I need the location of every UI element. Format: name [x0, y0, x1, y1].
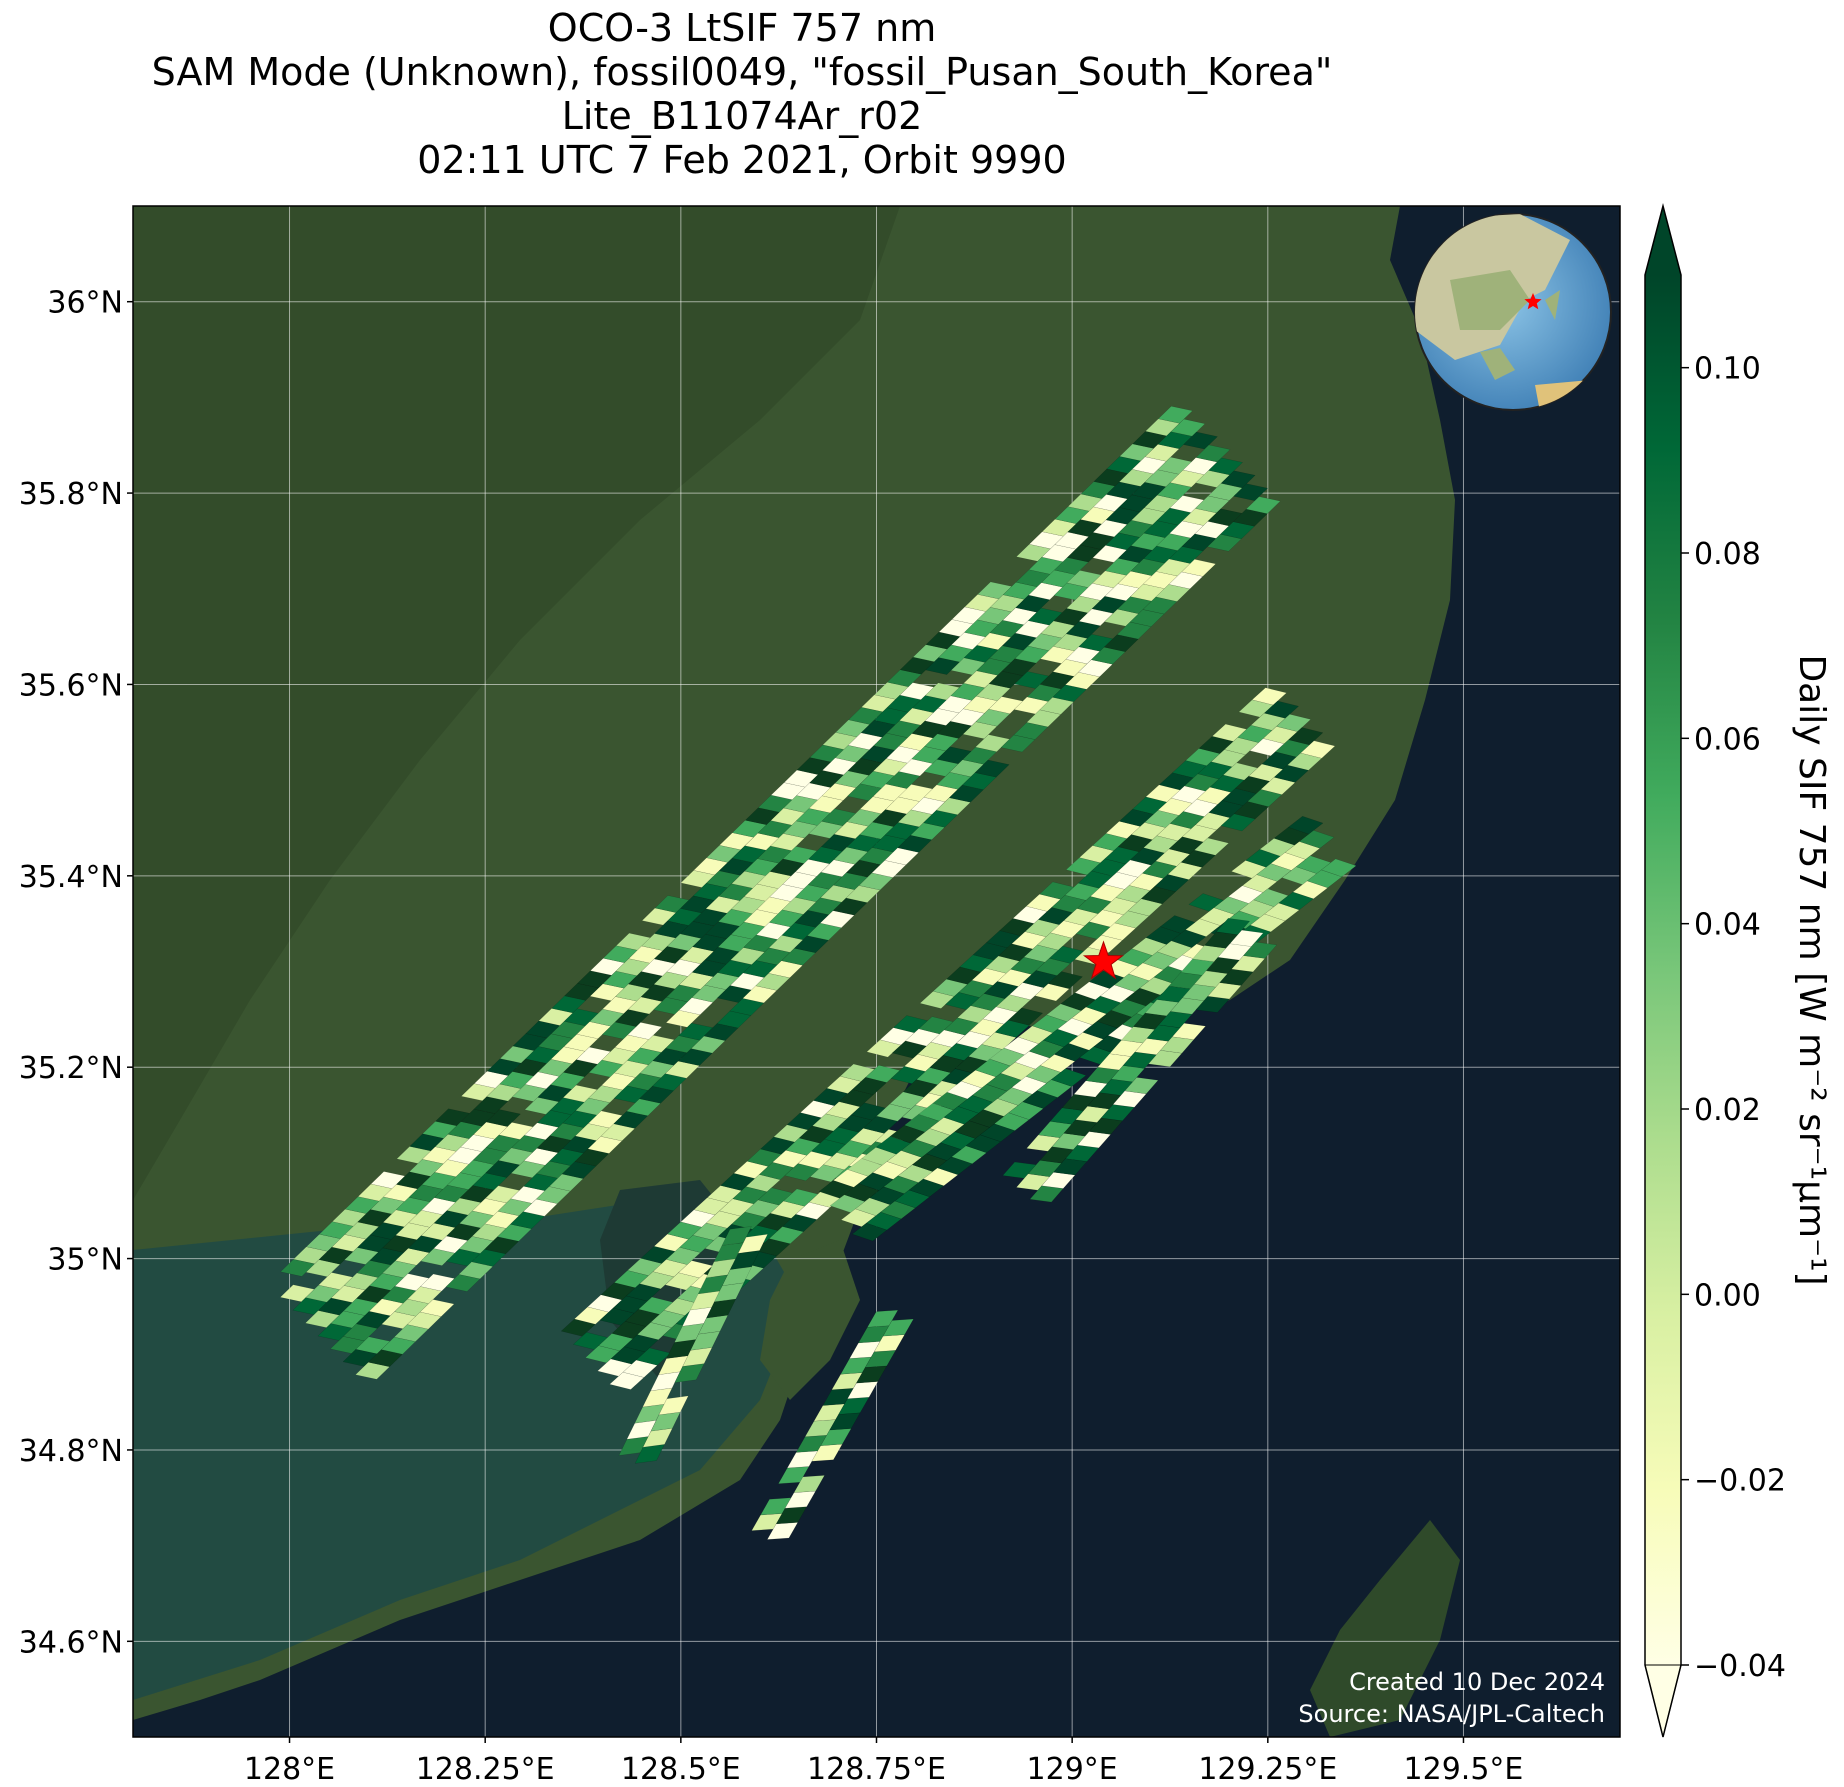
gridlines: [133, 206, 1620, 1737]
credit-created: Created 10 Dec 2024: [1349, 1668, 1605, 1696]
lat-tick-label: 34.6°N: [19, 1625, 123, 1660]
colorbar-tick-label: −0.02: [1694, 1464, 1786, 1499]
globe-inset: [1414, 213, 1612, 411]
globe-islands: [1480, 348, 1515, 380]
lon-tick-label: 128.25°E: [416, 1752, 555, 1787]
colorbar-extend-min: [1644, 1664, 1682, 1738]
lat-tick-label: 35.6°N: [19, 668, 123, 703]
sif-soundings: [279, 405, 1357, 1540]
colorbar-tick-label: 0.06: [1694, 722, 1761, 757]
lon-tick-label: 128.75°E: [807, 1752, 946, 1787]
target-star-icon: [1082, 940, 1124, 980]
lat-tick-label: 34.8°N: [19, 1434, 123, 1469]
lat-tick-label: 35.8°N: [19, 477, 123, 512]
colorbar: −0.04 −0.02 0.00 0.02 0.04 0.06 0.08 0.10: [1644, 203, 1786, 1738]
colorbar-tick-label: 0.04: [1694, 908, 1761, 943]
lat-tick-label: 35.2°N: [19, 1051, 123, 1086]
colorbar-label: Daily SIF 757 nm [W m⁻² sr⁻¹μm⁻¹]: [1791, 654, 1832, 1285]
lon-tick-label: 128°E: [244, 1752, 335, 1787]
title-line-2: SAM Mode (Unknown), fossil0049, "fossil_…: [151, 50, 1333, 94]
land-shade: [133, 206, 900, 1200]
colorbar-tick-label: 0.10: [1694, 352, 1761, 387]
title-line-3: Lite_B11074Ar_r02: [561, 94, 923, 138]
longitude-ticks: 128°E 128.25°E 128.5°E 128.75°E 129°E 129.25°…: [244, 1737, 1523, 1787]
colorbar-tick-label: 0.00: [1694, 1278, 1761, 1313]
globe-china-land: [1450, 270, 1530, 330]
lon-tick-label: 129.5°E: [1404, 1752, 1524, 1787]
title-line-4: 02:11 UTC 7 Feb 2021, Orbit 9990: [417, 138, 1067, 182]
latitude-ticks: 34.6°N 34.8°N 35°N 35.2°N 35.4°N 35.6°N 35.8°N…: [19, 286, 133, 1660]
title-line-1: OCO-3 LtSIF 757 nm: [547, 6, 937, 50]
globe-star-icon: [1524, 293, 1542, 310]
credit-source: Source: NASA/JPL-Caltech: [1298, 1700, 1605, 1728]
lon-tick-label: 129.25°E: [1198, 1752, 1337, 1787]
lat-tick-label: 35.4°N: [19, 860, 123, 895]
lon-tick-label: 128.5°E: [621, 1752, 741, 1787]
colorbar-extend-max: [1645, 206, 1681, 275]
colorbar-tick-label: 0.08: [1694, 537, 1761, 572]
lon-tick-label: 129°E: [1027, 1752, 1118, 1787]
island-tsushima: [1310, 1520, 1460, 1737]
lat-tick-label: 35°N: [47, 1243, 123, 1278]
globe-japan: [1545, 290, 1560, 320]
island-geoje: [760, 1240, 860, 1400]
lat-tick-label: 36°N: [47, 286, 123, 321]
colorbar-tick-label: 0.02: [1694, 1093, 1761, 1128]
colorbar-tick-label: −0.04: [1694, 1649, 1786, 1684]
